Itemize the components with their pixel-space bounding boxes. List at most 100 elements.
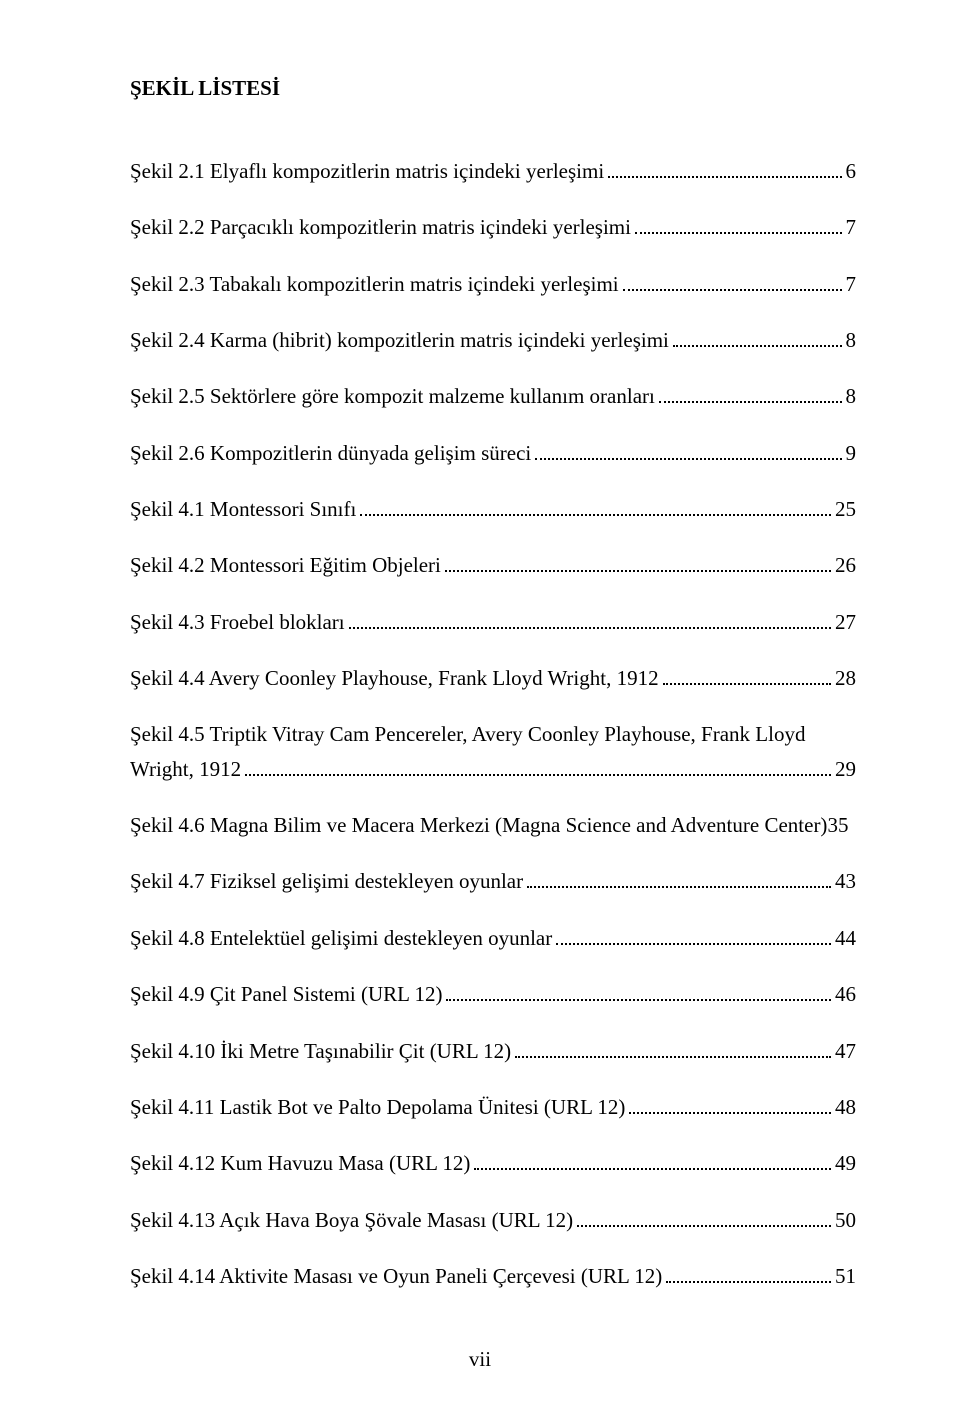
lof-entry: Şekil 2.5 Sektörlere göre kompozit malze… (130, 382, 856, 410)
lof-entry: Şekil 4.4 Avery Coonley Playhouse, Frank… (130, 664, 856, 692)
lof-entry-page: 6 (846, 157, 857, 185)
lof-entry-row: Şekil 4.4 Avery Coonley Playhouse, Frank… (130, 664, 856, 692)
dot-leader (535, 443, 841, 460)
lof-entry: Şekil 4.14 Aktivite Masası ve Oyun Panel… (130, 1262, 856, 1290)
lof-entry-row: Şekil 4.13 Açık Hava Boya Şövale Masası … (130, 1206, 856, 1234)
lof-entry-row: Şekil 2.4 Karma (hibrit) kompozitlerin m… (130, 326, 856, 354)
lof-entry-page: 35 (827, 811, 848, 839)
lof-entry: Şekil 4.10 İki Metre Taşınabilir Çit (UR… (130, 1037, 856, 1065)
lof-entry-label: Şekil 2.1 Elyaflı kompozitlerin matris i… (130, 157, 604, 185)
lof-entry-label: Şekil 4.7 Fiziksel gelişimi destekleyen … (130, 867, 523, 895)
lof-entry: Şekil 2.1 Elyaflı kompozitlerin matris i… (130, 157, 856, 185)
lof-entry: Şekil 4.7 Fiziksel gelişimi destekleyen … (130, 867, 856, 895)
lof-entry-label: Şekil 4.8 Entelektüel gelişimi destekley… (130, 924, 552, 952)
lof-entry: Şekil 4.5 Triptik Vitray Cam Pencereler,… (130, 720, 856, 783)
lof-entry-label: Şekil 4.4 Avery Coonley Playhouse, Frank… (130, 664, 659, 692)
lof-entry-page: 8 (846, 382, 857, 410)
lof-entry: Şekil 4.6 Magna Bilim ve Macera Merkezi … (130, 811, 856, 839)
lof-entry: Şekil 4.13 Açık Hava Boya Şövale Masası … (130, 1206, 856, 1234)
dot-leader (445, 556, 831, 573)
lof-entry-row: Şekil 2.6 Kompozitlerin dünyada gelişim … (130, 439, 856, 467)
dot-leader (577, 1210, 831, 1227)
lof-entry: Şekil 4.12 Kum Havuzu Masa (URL 12) 49 (130, 1149, 856, 1177)
lof-entry-row: Şekil 4.12 Kum Havuzu Masa (URL 12) 49 (130, 1149, 856, 1177)
lof-entry-page: 48 (835, 1093, 856, 1121)
lof-entry-label: Şekil 4.6 Magna Bilim ve Macera Merkezi … (130, 811, 827, 839)
lof-entry-row: Şekil 2.1 Elyaflı kompozitlerin matris i… (130, 157, 856, 185)
lof-entry-label: Şekil 4.12 Kum Havuzu Masa (URL 12) (130, 1149, 470, 1177)
lof-entry-page: 29 (835, 755, 856, 783)
dot-leader (245, 759, 831, 776)
lof-entry-page: 7 (846, 213, 857, 241)
page: ŞEKİL LİSTESİ Şekil 2.1 Elyaflı kompozit… (0, 0, 960, 1424)
page-number-footer: vii (0, 1347, 960, 1372)
lof-entry-page: 50 (835, 1206, 856, 1234)
entries-container: Şekil 2.1 Elyaflı kompozitlerin matris i… (130, 157, 856, 1290)
lof-entry-label: Şekil 2.3 Tabakalı kompozitlerin matris … (130, 270, 619, 298)
lof-entry-line1: Şekil 4.5 Triptik Vitray Cam Pencereler,… (130, 720, 856, 748)
lof-entry: Şekil 4.11 Lastik Bot ve Palto Depolama … (130, 1093, 856, 1121)
list-title: ŞEKİL LİSTESİ (130, 76, 856, 101)
lof-entry-row: Şekil 4.9 Çit Panel Sistemi (URL 12) 46 (130, 980, 856, 1008)
dot-leader (527, 872, 831, 889)
lof-entry: Şekil 2.2 Parçacıklı kompozitlerin matri… (130, 213, 856, 241)
lof-entry-row: Şekil 4.3 Froebel blokları 27 (130, 608, 856, 636)
lof-entry: Şekil 2.4 Karma (hibrit) kompozitlerin m… (130, 326, 856, 354)
lof-entry-label: Şekil 4.10 İki Metre Taşınabilir Çit (UR… (130, 1037, 511, 1065)
lof-entry-row: Şekil 4.11 Lastik Bot ve Palto Depolama … (130, 1093, 856, 1121)
lof-entry: Şekil 4.1 Montessori Sınıfı 25 (130, 495, 856, 523)
lof-entry-page: 26 (835, 551, 856, 579)
lof-entry-page: 47 (835, 1037, 856, 1065)
lof-entry-row: Şekil 4.8 Entelektüel gelişimi destekley… (130, 924, 856, 952)
dot-leader (556, 928, 831, 945)
lof-entry-label: Şekil 4.9 Çit Panel Sistemi (URL 12) (130, 980, 442, 1008)
lof-entry: Şekil 4.9 Çit Panel Sistemi (URL 12) 46 (130, 980, 856, 1008)
lof-entry-row: Wright, 1912 29 (130, 755, 856, 783)
lof-entry-row: Şekil 4.10 İki Metre Taşınabilir Çit (UR… (130, 1037, 856, 1065)
lof-entry-page: 7 (846, 270, 857, 298)
lof-entry-row: Şekil 4.7 Fiziksel gelişimi destekleyen … (130, 867, 856, 895)
lof-entry-page: 51 (835, 1262, 856, 1290)
lof-entry: Şekil 2.6 Kompozitlerin dünyada gelişim … (130, 439, 856, 467)
lof-entry-page: 43 (835, 867, 856, 895)
lof-entry-row: Şekil 4.1 Montessori Sınıfı 25 (130, 495, 856, 523)
lof-entry-label: Şekil 4.13 Açık Hava Boya Şövale Masası … (130, 1206, 573, 1234)
lof-entry-page: 8 (846, 326, 857, 354)
dot-leader (623, 274, 842, 291)
lof-entry-row: Şekil 4.2 Montessori Eğitim Objeleri 26 (130, 551, 856, 579)
lof-entry-row: Şekil 4.6 Magna Bilim ve Macera Merkezi … (130, 811, 856, 839)
lof-entry-label: Şekil 2.6 Kompozitlerin dünyada gelişim … (130, 439, 531, 467)
dot-leader (666, 1266, 831, 1283)
dot-leader (659, 387, 842, 404)
lof-entry-page: 27 (835, 608, 856, 636)
lof-entry-label: Şekil 4.3 Froebel blokları (130, 608, 345, 636)
dot-leader (349, 612, 831, 629)
dot-leader (673, 330, 842, 347)
dot-leader (663, 668, 831, 685)
lof-entry-page: 25 (835, 495, 856, 523)
lof-entry-row: Şekil 2.3 Tabakalı kompozitlerin matris … (130, 270, 856, 298)
dot-leader (360, 499, 831, 516)
lof-entry-row: Şekil 2.2 Parçacıklı kompozitlerin matri… (130, 213, 856, 241)
dot-leader (474, 1153, 831, 1170)
lof-entry-page: 9 (846, 439, 857, 467)
dot-leader (635, 218, 842, 235)
lof-entry-page: 44 (835, 924, 856, 952)
lof-entry-label: Şekil 4.2 Montessori Eğitim Objeleri (130, 551, 441, 579)
lof-entry-page: 28 (835, 664, 856, 692)
lof-entry-row: Şekil 4.14 Aktivite Masası ve Oyun Panel… (130, 1262, 856, 1290)
lof-entry-page: 46 (835, 980, 856, 1008)
lof-entry-label: Şekil 4.1 Montessori Sınıfı (130, 495, 356, 523)
lof-entry: Şekil 4.2 Montessori Eğitim Objeleri 26 (130, 551, 856, 579)
lof-entry: Şekil 4.8 Entelektüel gelişimi destekley… (130, 924, 856, 952)
lof-entry: Şekil 2.3 Tabakalı kompozitlerin matris … (130, 270, 856, 298)
lof-entry-page: 49 (835, 1149, 856, 1177)
lof-entry: Şekil 4.3 Froebel blokları 27 (130, 608, 856, 636)
lof-entry-row: Şekil 2.5 Sektörlere göre kompozit malze… (130, 382, 856, 410)
lof-entry-label: Şekil 2.4 Karma (hibrit) kompozitlerin m… (130, 326, 669, 354)
dot-leader (629, 1097, 831, 1114)
dot-leader (446, 984, 831, 1001)
dot-leader (608, 161, 841, 178)
lof-entry-label: Wright, 1912 (130, 755, 241, 783)
dot-leader (515, 1041, 831, 1058)
